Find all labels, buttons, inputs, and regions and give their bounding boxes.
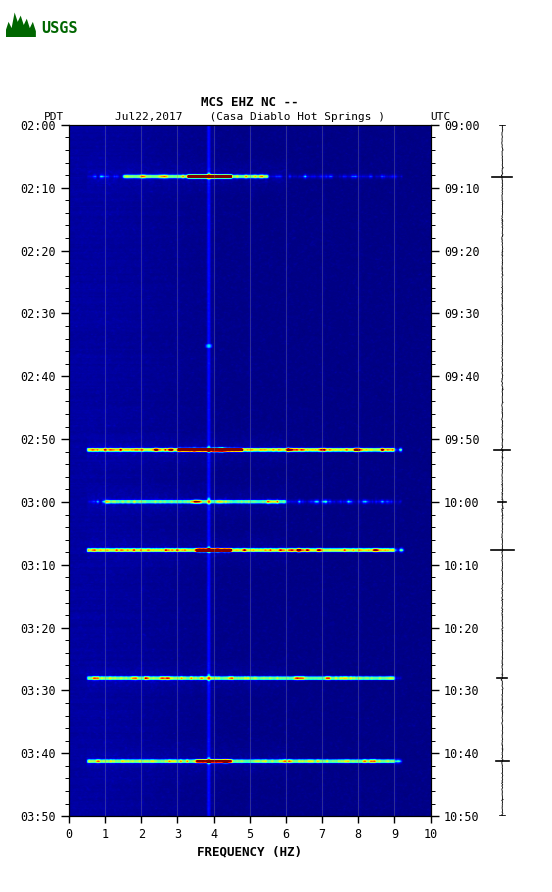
Text: Jul22,2017    (Casa Diablo Hot Springs ): Jul22,2017 (Casa Diablo Hot Springs ) (115, 112, 385, 122)
Text: USGS: USGS (41, 21, 78, 36)
X-axis label: FREQUENCY (HZ): FREQUENCY (HZ) (197, 845, 302, 858)
Text: MCS EHZ NC --: MCS EHZ NC -- (201, 95, 299, 109)
Text: PDT: PDT (44, 112, 65, 122)
Polygon shape (6, 12, 36, 37)
Text: UTC: UTC (431, 112, 451, 122)
